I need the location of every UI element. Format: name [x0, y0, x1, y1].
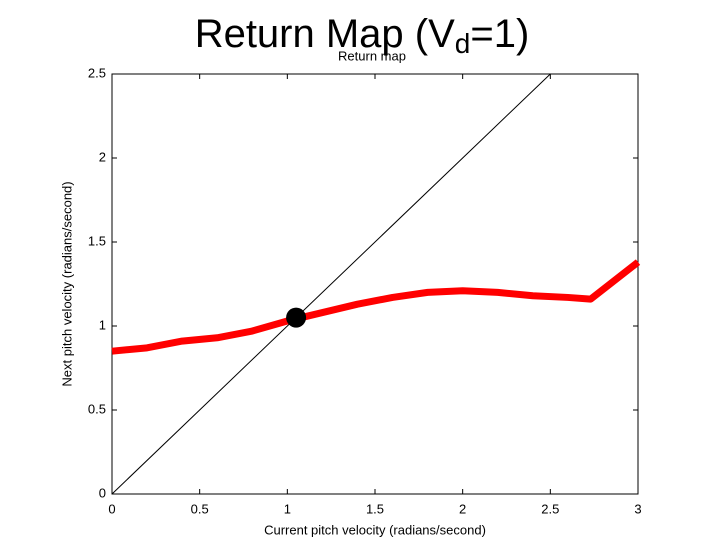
- plot-frame: [111, 73, 639, 495]
- x-tick-label: 1: [284, 501, 291, 516]
- y-tick-label: 1.5: [88, 233, 106, 248]
- x-tick-label: 2.5: [541, 501, 559, 516]
- x-tick-label: 2: [459, 501, 466, 516]
- identity-line: [111, 73, 551, 495]
- marker: [286, 307, 307, 328]
- return-map-curve: [111, 259, 641, 355]
- x-tick-label: 1.5: [366, 501, 384, 516]
- y-tick-label: 2.5: [88, 65, 106, 80]
- title-subscript: d: [455, 28, 471, 59]
- y-tick-label: 1: [99, 317, 106, 332]
- title-main: Return Map (V: [195, 12, 455, 56]
- y-tick-label: 0.5: [88, 401, 106, 416]
- subtitle: Return map: [338, 48, 406, 63]
- x-axis-label: Current pitch velocity (radians/second): [264, 522, 486, 537]
- y-axis-label: Next pitch velocity (radians/second): [59, 181, 74, 386]
- title-rest: =1): [470, 12, 529, 56]
- x-tick-label: 0.5: [191, 501, 209, 516]
- x-tick-label: 0: [108, 501, 115, 516]
- y-tick-label: 2: [99, 149, 106, 164]
- y-tick-label: 0: [99, 485, 106, 500]
- chart-title: Return Map (Vd=1): [195, 12, 530, 60]
- x-tick-label: 3: [634, 501, 641, 516]
